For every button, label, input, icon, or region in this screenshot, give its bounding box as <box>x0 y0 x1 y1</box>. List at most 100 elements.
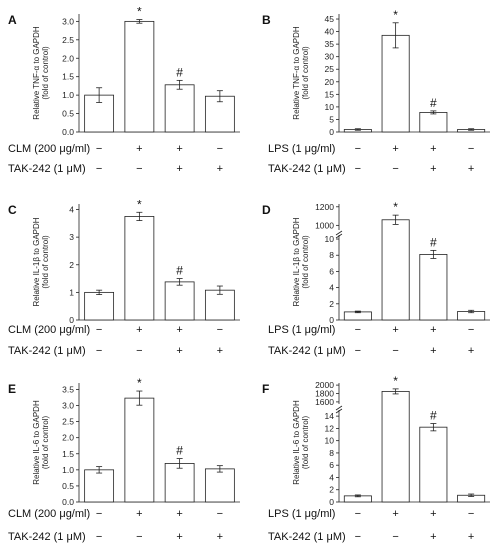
condition-sign: − <box>96 324 102 336</box>
condition-sign: + <box>136 143 142 155</box>
y-axis-title-line: Relative IL-6 to GAPDH <box>32 400 41 485</box>
y-tick-label: 1600 <box>315 397 334 407</box>
condition-label: TAK-242 (1 μM) <box>8 345 86 357</box>
condition-sign: − <box>136 163 142 175</box>
y-tick-label: 10 <box>325 436 335 446</box>
condition-sign: + <box>468 531 474 543</box>
y-tick-label: 0.5 <box>62 109 74 119</box>
bar <box>124 20 155 133</box>
y-tick-label: 25 <box>325 64 335 74</box>
y-tick-label: 1.0 <box>62 465 74 475</box>
significance-mark: # <box>430 96 437 110</box>
y-tick-label: 45 <box>325 14 335 24</box>
condition-sign: + <box>430 345 436 357</box>
y-tick-label: 1.5 <box>62 449 74 459</box>
y-tick-label: 40 <box>325 27 335 37</box>
bar <box>204 289 235 321</box>
condition-sign: + <box>430 324 436 336</box>
condition-sign: − <box>96 508 102 520</box>
y-axis-title: Relative IL-1β to GAPDH(fold of control) <box>292 217 310 306</box>
y-tick-label: 3.0 <box>62 401 74 411</box>
bar <box>381 34 410 133</box>
condition-sign: − <box>355 508 361 520</box>
bar <box>419 254 448 321</box>
y-tick-label: 2.5 <box>62 417 74 427</box>
y-tick-label: 1000 <box>315 220 334 230</box>
y-tick-label: 20 <box>325 77 335 87</box>
condition-sign: + <box>217 163 223 175</box>
condition-sign: − <box>468 508 474 520</box>
y-tick-label: 14 <box>325 411 335 421</box>
condition-sign: + <box>217 531 223 543</box>
condition-sign: − <box>355 143 361 155</box>
y-axis-title-line: Relative IL-6 to GAPDH <box>292 400 301 485</box>
condition-sign: − <box>217 324 223 336</box>
y-axis-title-line: (fold of control) <box>301 46 310 100</box>
condition-label: CLM (200 μg/ml) <box>8 143 90 155</box>
condition-sign: − <box>392 345 398 357</box>
y-tick-label: 0 <box>329 315 334 325</box>
y-tick-label: 0.0 <box>62 497 74 507</box>
significance-mark: # <box>430 235 437 249</box>
condition-sign: + <box>392 508 398 520</box>
condition-sign: + <box>176 345 182 357</box>
condition-sign: − <box>96 345 102 357</box>
condition-label: LPS (1 μg/ml) <box>268 143 335 155</box>
y-axis-title-line: Relative TNF-α to GAPDH <box>292 26 301 120</box>
condition-sign: + <box>392 143 398 155</box>
panel-letter: F <box>262 382 269 396</box>
bar <box>381 219 410 321</box>
y-tick-label: 1 <box>69 287 74 297</box>
panel-letter: C <box>8 203 17 217</box>
y-tick-label: 15 <box>325 89 335 99</box>
panel-letter: B <box>262 13 271 27</box>
y-axis-title-line: (fold of control) <box>41 46 50 100</box>
y-tick-label: 2.0 <box>62 433 74 443</box>
y-axis-title-line: (fold of control) <box>301 415 310 469</box>
panel-c: C Relative IL-1β to GAPDH(fold of control… <box>8 197 240 357</box>
condition-sign: − <box>355 163 361 175</box>
y-tick-label: 1.0 <box>62 90 74 100</box>
bar <box>164 84 195 133</box>
y-axis-title-line: Relative IL-1β to GAPDH <box>292 217 301 306</box>
bar <box>419 112 448 133</box>
condition-sign: − <box>355 345 361 357</box>
panel-d: D Relative IL-1β to GAPDH(fold of control… <box>262 200 490 357</box>
y-axis-title: Relative TNF-α to GAPDH(fold of control) <box>292 26 310 120</box>
y-tick-label: 3.5 <box>62 384 74 394</box>
condition-label: CLM (200 μg/ml) <box>8 324 90 336</box>
axis-break-mark <box>335 405 343 414</box>
condition-sign: + <box>136 324 142 336</box>
y-tick-label: 8 <box>329 448 334 458</box>
y-tick-label: 6 <box>329 266 334 276</box>
condition-label: CLM (200 μg/ml) <box>8 508 90 520</box>
condition-sign: + <box>176 143 182 155</box>
condition-sign: − <box>392 531 398 543</box>
condition-sign: + <box>430 531 436 543</box>
y-axis-title-line: (fold of control) <box>41 415 50 469</box>
condition-sign: − <box>468 143 474 155</box>
condition-label: TAK-242 (1 μM) <box>8 531 86 543</box>
significance-mark: * <box>393 200 398 214</box>
bar <box>84 469 115 503</box>
bar <box>84 291 115 321</box>
y-tick-label: 0 <box>329 127 334 137</box>
y-axis-title-line: Relative IL-1β to GAPDH <box>32 217 41 306</box>
panel-b: B Relative TNF-α to GAPDH(fold of control… <box>262 8 490 175</box>
y-tick-label: 30 <box>325 52 335 62</box>
y-axis-title-line: (fold of control) <box>301 235 310 289</box>
condition-sign: + <box>430 508 436 520</box>
bar <box>124 397 155 503</box>
y-axis-title: Relative IL-1β to GAPDH(fold of control) <box>32 217 50 306</box>
y-tick-label: 4 <box>69 205 74 215</box>
y-tick-label: 0.0 <box>62 127 74 137</box>
condition-sign: + <box>176 163 182 175</box>
y-tick-label: 5 <box>329 114 334 124</box>
condition-sign: + <box>136 508 142 520</box>
y-tick-label: 10 <box>325 234 335 244</box>
significance-mark: * <box>393 374 398 388</box>
condition-sign: + <box>176 324 182 336</box>
condition-sign: + <box>176 508 182 520</box>
significance-mark: # <box>176 264 183 278</box>
condition-label: TAK-242 (1 μM) <box>8 163 86 175</box>
